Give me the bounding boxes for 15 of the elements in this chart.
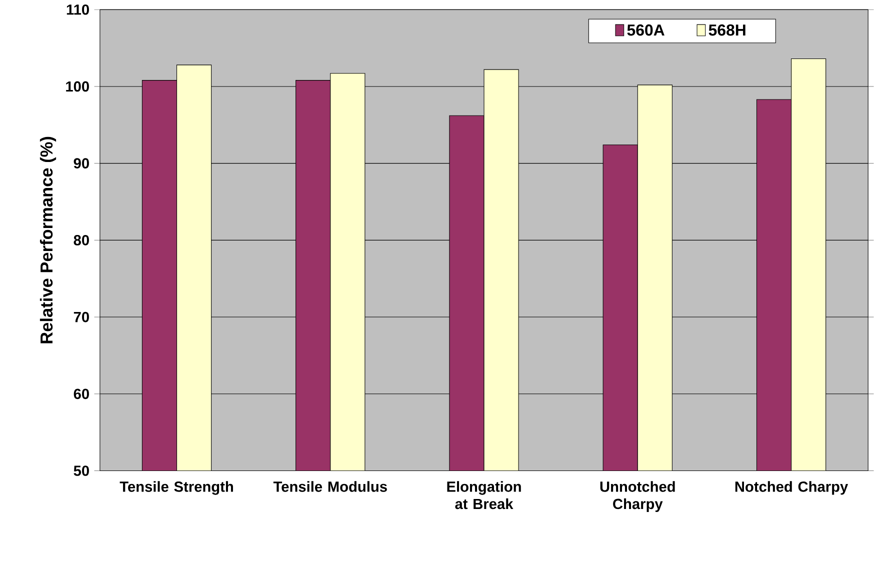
legend-label: 560A bbox=[627, 24, 664, 36]
y-tick-label: 90 bbox=[74, 158, 89, 169]
x-tick-label: Tensile Modulus bbox=[273, 481, 387, 492]
legend-label: 568H bbox=[708, 24, 746, 36]
y-tick-label: 80 bbox=[74, 235, 89, 246]
x-tick-label: Elongation at Break bbox=[447, 481, 521, 510]
y-tick-label: 70 bbox=[74, 312, 89, 322]
x-tick-label: Notched Charpy bbox=[735, 481, 848, 495]
x-tick-label: Tensile Strength bbox=[120, 481, 233, 495]
y-tick-label: 60 bbox=[74, 388, 89, 400]
y-tick-label: 100 bbox=[66, 81, 89, 92]
y-tick-label: 50 bbox=[74, 466, 89, 476]
x-tick-label: Unnotched Charpy bbox=[600, 481, 675, 512]
y-axis-title: Relative Performance (%) bbox=[40, 137, 56, 344]
y-tick-label: 110 bbox=[66, 4, 89, 15]
